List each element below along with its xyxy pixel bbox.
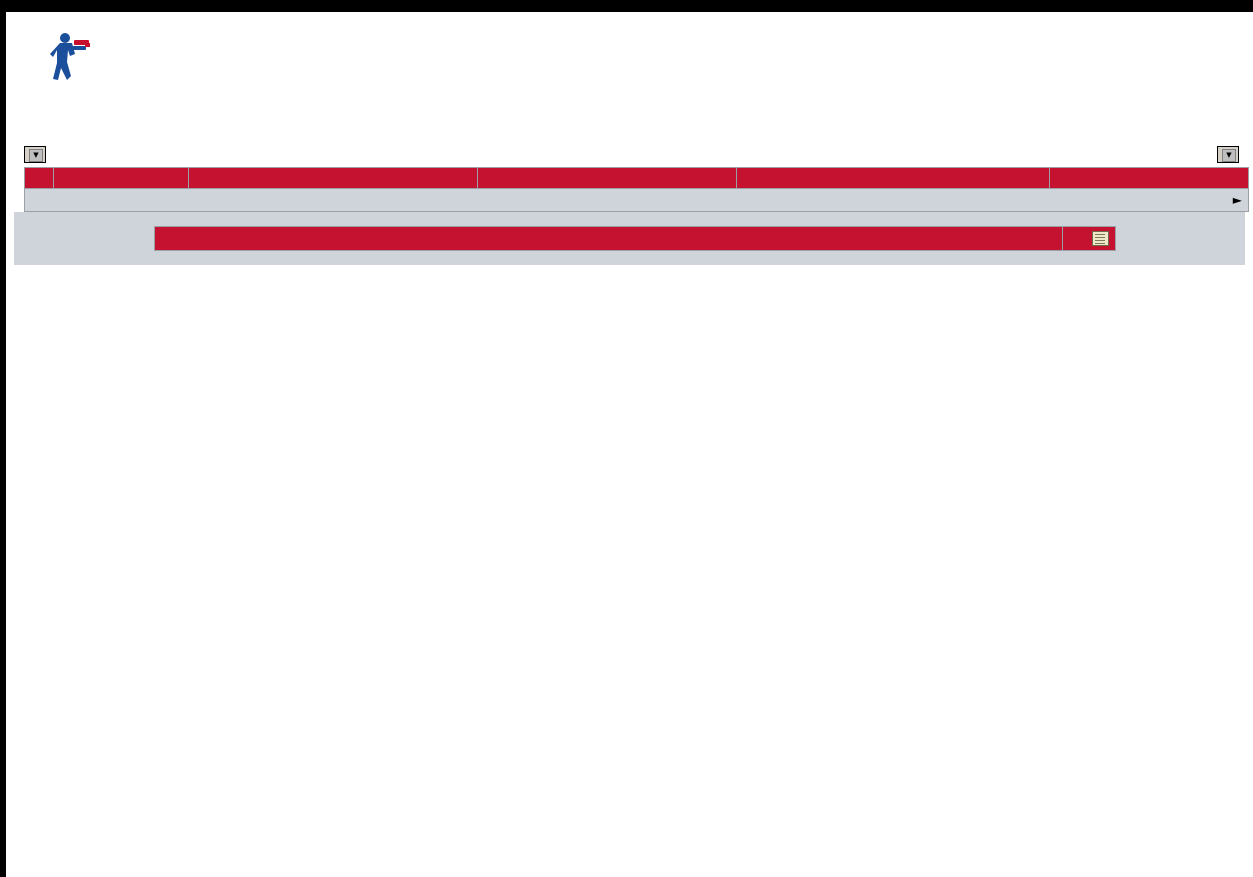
header-time[interactable] <box>1049 167 1249 189</box>
pager-row: ► <box>24 188 1249 212</box>
header-icon[interactable] <box>24 167 54 189</box>
ban-detail-table <box>154 226 1116 251</box>
bans-table: ► <box>24 167 1249 212</box>
print-document-icon[interactable] <box>1092 231 1109 246</box>
language-select-wrapper[interactable]: ▼ <box>24 146 46 163</box>
ban-detail-title <box>154 226 1063 251</box>
your-ip-line <box>14 86 1245 110</box>
ban-detail-panel <box>14 212 1245 265</box>
header-date[interactable] <box>53 167 189 189</box>
auth-status <box>14 110 1245 138</box>
page-container: ▼ ▼ ► <box>0 12 1253 265</box>
controls-row: ▼ ▼ <box>14 146 1245 163</box>
view-select[interactable] <box>1217 146 1239 163</box>
ban-detail-title-row <box>154 226 1116 251</box>
bans-table-body: ► <box>24 188 1249 212</box>
next-page-arrow-icon[interactable]: ► <box>1232 193 1242 207</box>
language-select[interactable] <box>24 146 46 163</box>
left-black-rail <box>0 12 6 877</box>
site-branding <box>14 12 1245 86</box>
top-black-bar <box>0 0 1253 12</box>
header-admin[interactable] <box>477 167 737 189</box>
header-player[interactable] <box>188 167 478 189</box>
bans-table-header-row <box>24 167 1249 189</box>
print-button[interactable] <box>1062 226 1116 251</box>
pager-cell: ► <box>24 188 1249 212</box>
header-reason[interactable] <box>736 167 1050 189</box>
counter-strike-player-icon <box>48 30 94 86</box>
view-select-wrapper[interactable]: ▼ <box>1217 146 1239 163</box>
